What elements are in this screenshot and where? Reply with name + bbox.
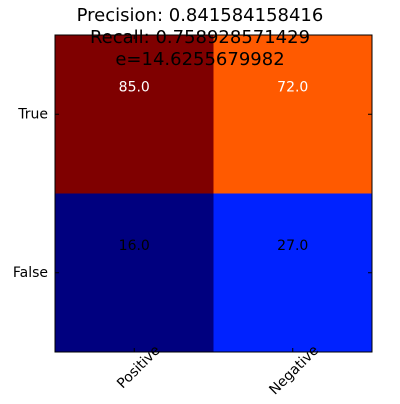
heatmap-cell-true-positive bbox=[55, 35, 214, 194]
heatmap-cell-false-positive bbox=[55, 193, 214, 352]
title-line-3: e=14.6255679982 bbox=[115, 49, 284, 70]
y-tick-labels: True False bbox=[13, 106, 48, 281]
cell-value-labels: 85.0 72.0 16.0 27.0 bbox=[119, 79, 309, 254]
axis-ticks bbox=[55, 35, 372, 352]
cell-value-label: 27.0 bbox=[277, 238, 308, 254]
heatmap-cell-true-negative bbox=[213, 35, 372, 194]
heatmap-cell-false-negative bbox=[213, 193, 372, 352]
cell-value-label: 72.0 bbox=[277, 79, 308, 95]
plot-frame bbox=[54, 34, 373, 353]
title-line-1: Precision: 0.841584158416 bbox=[77, 5, 324, 26]
y-tick-label-false: False bbox=[13, 265, 48, 281]
cell-value-label: 16.0 bbox=[119, 238, 150, 254]
y-tick-label-true: True bbox=[17, 106, 48, 122]
cell-value-label: 85.0 bbox=[119, 79, 150, 95]
heatmap-cells bbox=[55, 35, 372, 352]
title-line-2: Recall: 0.758928571429 bbox=[90, 27, 310, 48]
